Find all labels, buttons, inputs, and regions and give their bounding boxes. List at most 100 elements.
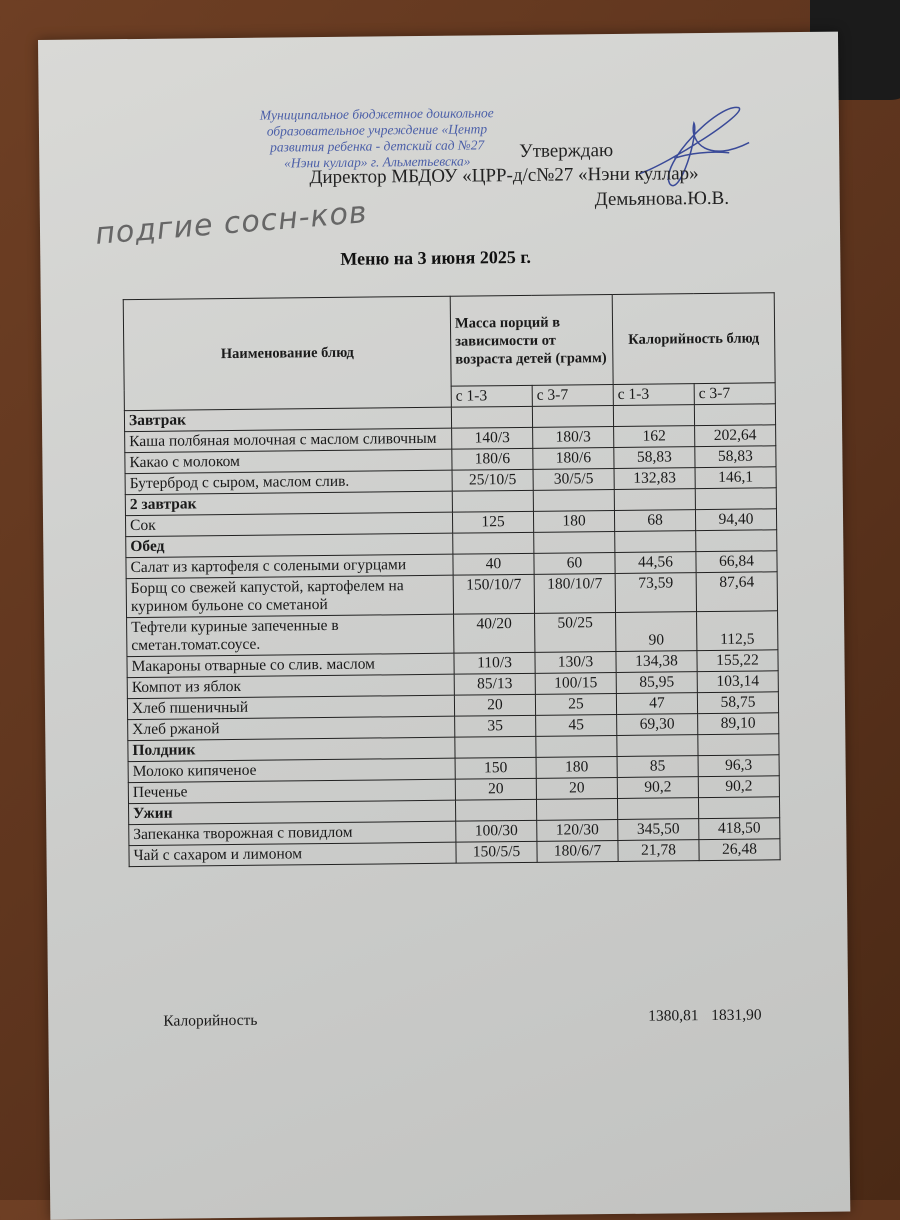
mass-3-7: 120/30 (536, 819, 618, 842)
empty-cell (535, 735, 618, 758)
mass-1-3: 110/3 (453, 652, 536, 675)
table-row: Борщ со свежей капустой, картофелем на к… (126, 571, 778, 618)
calories-3-7: 58,75 (697, 691, 779, 714)
calories-1-3: 58,83 (613, 446, 696, 469)
menu-table: Наименование блюд Масса порций в зависим… (123, 292, 781, 867)
empty-cell (455, 799, 537, 822)
mass-3-7: 180/10/7 (534, 573, 616, 614)
calories-1-3: 44,56 (614, 551, 697, 574)
mass-3-7: 25 (535, 693, 617, 716)
mass-3-7: 30/5/5 (533, 468, 615, 491)
header-mass: Масса порций в зависимости от возраста д… (450, 294, 614, 387)
total-label: Калорийность (163, 1011, 258, 1030)
calories-3-7: 96,3 (698, 754, 780, 777)
calories-1-3: 90,2 (617, 776, 699, 799)
mass-1-3: 40/20 (453, 613, 535, 654)
empty-cell (614, 530, 696, 553)
page-title: Меню на 3 июня 2025 г. (340, 246, 532, 269)
mass-1-3: 20 (454, 694, 536, 717)
mass-3-7: 180 (536, 756, 618, 779)
calories-3-7: 26,48 (698, 838, 781, 861)
empty-cell (694, 403, 776, 426)
calories-1-3: 47 (616, 692, 698, 715)
document-page: Муниципальное бюджетное дошкольное образ… (38, 31, 851, 1220)
calories-1-3: 68 (614, 509, 696, 532)
director-title: Директор МБДОУ «ЦРР-д/с№27 «Нэни куллар» (309, 163, 699, 189)
calories-1-3: 85 (617, 755, 699, 778)
subheader: с 1-3 (613, 383, 695, 406)
table-row: Тефтели куриные запеченные в сметан.тома… (126, 610, 778, 657)
institution-stamp: Муниципальное бюджетное дошкольное образ… (259, 105, 494, 171)
total-calories-1-3: 1380,81 (648, 1007, 699, 1025)
empty-cell (533, 531, 615, 554)
subheader: с 3-7 (532, 384, 614, 407)
calories-3-7: 155,22 (696, 649, 779, 672)
calories-1-3: 90 (615, 611, 697, 652)
empty-cell (454, 736, 537, 759)
calories-1-3: 132,83 (614, 467, 696, 490)
header-dish: Наименование блюд (123, 296, 452, 411)
empty-cell (452, 532, 534, 555)
empty-cell (697, 733, 780, 756)
approval-label: Утверждаю (519, 139, 614, 162)
calories-3-7: 66,84 (695, 550, 778, 573)
calories-3-7: 58,83 (694, 445, 777, 468)
mass-1-3: 100/30 (455, 820, 537, 843)
mass-3-7: 50/25 (534, 612, 616, 653)
header-calories: Калорийность блюд (612, 292, 776, 385)
empty-cell (533, 489, 615, 512)
dish-name: Тефтели куриные запеченные в сметан.тома… (126, 614, 454, 657)
empty-cell (536, 798, 618, 821)
empty-cell (613, 404, 695, 427)
calories-1-3: 345,50 (617, 818, 699, 841)
director-name: Демьянова.Ю.В. (594, 187, 730, 211)
calories-3-7: 87,64 (696, 571, 778, 612)
signature (639, 106, 750, 187)
mass-3-7: 180/3 (532, 426, 614, 449)
empty-cell (617, 797, 699, 820)
mass-1-3: 125 (452, 511, 534, 534)
mass-1-3: 140/3 (451, 427, 533, 450)
empty-cell (698, 796, 780, 819)
calories-1-3: 21,78 (617, 839, 700, 862)
calories-3-7: 103,14 (697, 670, 779, 693)
handwritten-note: подгие сосн-ков (93, 195, 369, 252)
mass-3-7: 60 (533, 552, 616, 575)
empty-cell (695, 487, 777, 510)
mass-3-7: 130/3 (534, 651, 617, 674)
empty-cell (451, 406, 533, 429)
calories-3-7: 418,50 (698, 817, 780, 840)
empty-cell (614, 488, 696, 511)
mass-1-3: 85/13 (454, 673, 536, 696)
mass-3-7: 100/15 (535, 672, 617, 695)
mass-1-3: 40 (452, 553, 535, 576)
mass-1-3: 25/10/5 (452, 469, 534, 492)
calories-1-3: 69,30 (616, 713, 698, 736)
mass-3-7: 180 (533, 510, 615, 533)
calories-3-7: 202,64 (694, 424, 776, 447)
mass-3-7: 20 (536, 777, 618, 800)
mass-1-3: 180/6 (451, 448, 534, 471)
mass-3-7: 180/6/7 (536, 840, 619, 863)
subheader: с 1-3 (451, 385, 533, 408)
empty-cell (452, 490, 534, 513)
calories-1-3: 134,38 (615, 650, 698, 673)
dish-name: Борщ со свежей капустой, картофелем на к… (126, 575, 454, 618)
mass-1-3: 150/10/7 (453, 574, 535, 615)
calories-1-3: 85,95 (616, 671, 698, 694)
mass-1-3: 150/5/5 (455, 841, 538, 864)
subheader: с 3-7 (694, 382, 776, 405)
mass-1-3: 150 (455, 757, 537, 780)
calories-3-7: 94,40 (695, 508, 777, 531)
mass-1-3: 35 (454, 715, 536, 738)
mass-1-3: 20 (455, 778, 537, 801)
mass-3-7: 45 (535, 714, 617, 737)
calories-3-7: 112,5 (696, 610, 778, 651)
calories-1-3: 73,59 (615, 572, 697, 613)
empty-cell (616, 734, 699, 757)
empty-cell (695, 529, 777, 552)
calories-3-7: 90,2 (698, 775, 780, 798)
mass-3-7: 180/6 (532, 447, 615, 470)
calories-3-7: 89,10 (697, 712, 779, 735)
calories-1-3: 162 (613, 425, 695, 448)
